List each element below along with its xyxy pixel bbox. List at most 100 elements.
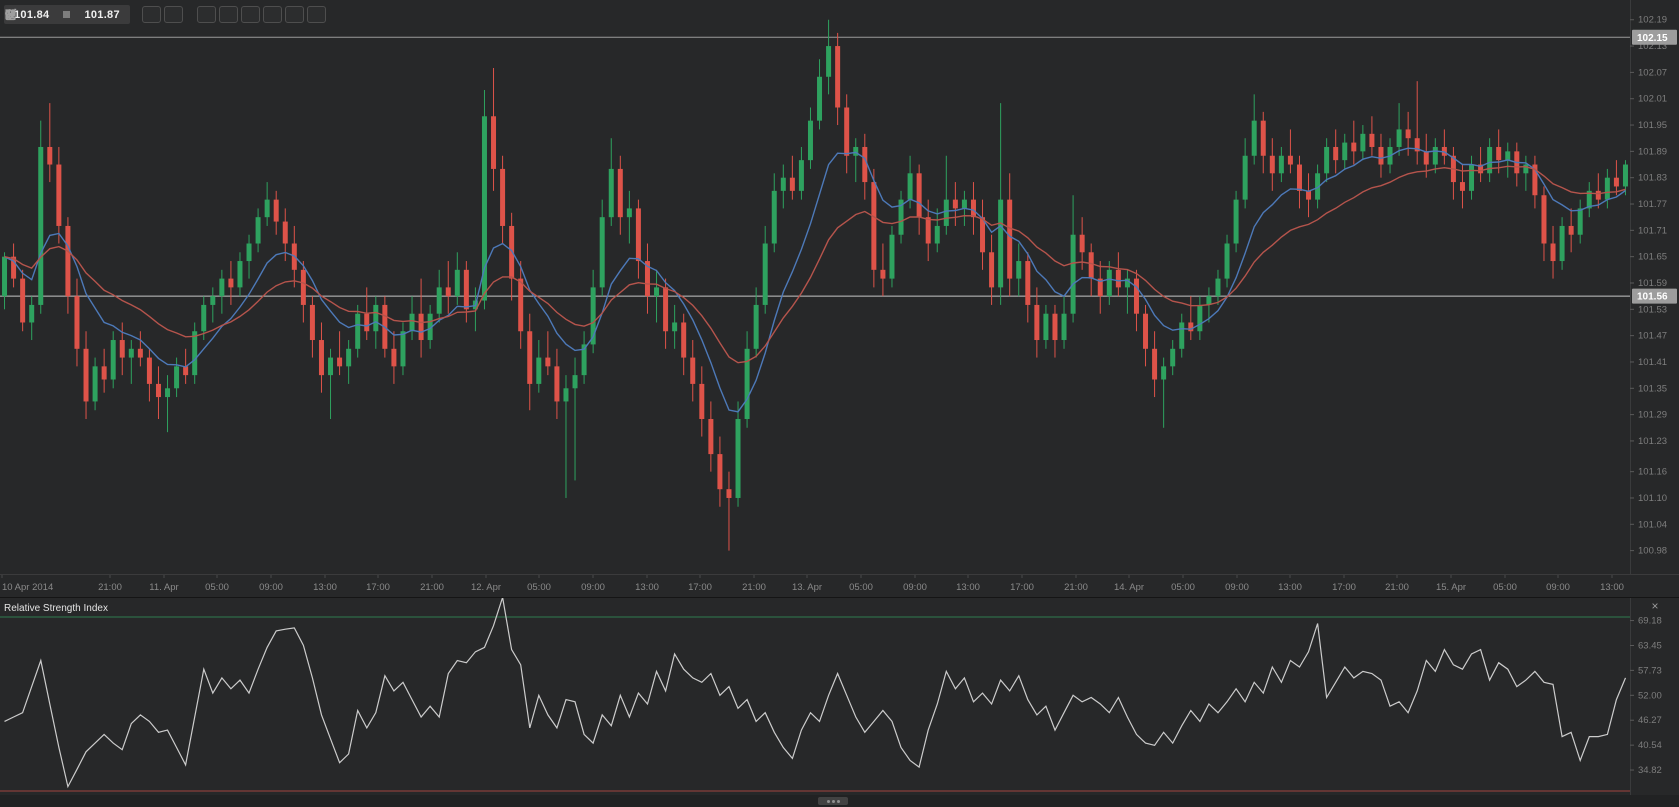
candle[interactable] <box>844 94 850 174</box>
candle[interactable] <box>491 68 497 191</box>
candle[interactable] <box>943 155 949 235</box>
candle[interactable] <box>1559 217 1565 270</box>
candle[interactable] <box>789 155 795 200</box>
candle[interactable] <box>1070 195 1076 323</box>
candle[interactable] <box>1342 133 1348 169</box>
candle[interactable] <box>817 59 823 130</box>
tag-button[interactable] <box>5 6 282 23</box>
candle[interactable] <box>1423 133 1429 178</box>
candle[interactable] <box>880 243 886 297</box>
candle[interactable] <box>1315 164 1321 209</box>
candle[interactable] <box>409 296 415 341</box>
candle[interactable] <box>1052 304 1058 358</box>
candle[interactable] <box>1152 331 1158 398</box>
candle[interactable] <box>20 269 26 332</box>
candle[interactable] <box>563 375 569 498</box>
candle[interactable] <box>771 173 777 253</box>
candle[interactable] <box>500 155 506 244</box>
candle[interactable] <box>1170 340 1176 376</box>
candle[interactable] <box>672 304 678 349</box>
candle[interactable] <box>119 322 125 376</box>
candle[interactable] <box>74 278 80 367</box>
candle[interactable] <box>1007 173 1013 297</box>
interval-30-button[interactable]: 30 <box>6 6 216 23</box>
candle[interactable] <box>11 243 17 288</box>
indicator-settings-button[interactable] <box>5 6 260 23</box>
candle[interactable] <box>1613 160 1619 196</box>
candle[interactable] <box>2 252 8 310</box>
candle[interactable] <box>916 164 922 235</box>
candle[interactable] <box>862 133 868 200</box>
zoom-in-button[interactable] <box>5 6 183 23</box>
candle[interactable] <box>400 322 406 376</box>
candle[interactable] <box>436 269 442 323</box>
candle[interactable] <box>1369 116 1375 156</box>
zoom-out-button[interactable] <box>5 6 161 23</box>
candle[interactable] <box>83 331 89 420</box>
candle[interactable] <box>644 243 650 314</box>
candle[interactable] <box>110 331 116 389</box>
candle[interactable] <box>1224 234 1230 288</box>
candle[interactable] <box>726 471 732 551</box>
candle[interactable] <box>735 401 741 507</box>
candle[interactable] <box>853 138 859 183</box>
candle[interactable] <box>608 138 614 226</box>
candle[interactable] <box>1396 103 1402 156</box>
chart-type-candles-button[interactable] <box>5 6 238 23</box>
candle[interactable] <box>590 269 596 354</box>
candle[interactable] <box>952 182 958 226</box>
candle[interactable] <box>1595 173 1601 209</box>
candle[interactable] <box>599 199 605 297</box>
candle[interactable] <box>1469 155 1475 200</box>
candle[interactable] <box>328 348 334 420</box>
candle[interactable] <box>1242 138 1248 209</box>
candle[interactable] <box>980 199 986 270</box>
candle[interactable] <box>1432 138 1438 174</box>
candle[interactable] <box>255 208 261 253</box>
candle[interactable] <box>1269 138 1275 191</box>
candle[interactable] <box>146 348 152 402</box>
candle[interactable] <box>1351 120 1357 165</box>
candle[interactable] <box>545 331 551 376</box>
candle[interactable] <box>626 190 632 244</box>
candle[interactable] <box>219 269 225 314</box>
candle[interactable] <box>1233 190 1239 253</box>
bid-ask-widget[interactable]: 101.84 101.87 <box>4 5 130 24</box>
candle[interactable] <box>1143 304 1149 367</box>
candle[interactable] <box>1568 208 1574 253</box>
candle[interactable] <box>318 322 324 393</box>
candle[interactable] <box>210 287 216 323</box>
candle[interactable] <box>128 340 134 384</box>
candle[interactable] <box>481 89 487 310</box>
candle[interactable] <box>1061 296 1067 349</box>
candle[interactable] <box>509 212 515 301</box>
candle[interactable] <box>47 103 53 183</box>
candle[interactable] <box>155 366 161 420</box>
candle[interactable] <box>445 261 451 314</box>
candle[interactable] <box>1586 182 1592 218</box>
candle[interactable] <box>1550 225 1556 279</box>
close-icon[interactable]: × <box>1651 599 1659 613</box>
candle[interactable] <box>246 234 252 279</box>
candle[interactable] <box>1532 155 1538 209</box>
candle[interactable] <box>1523 155 1529 191</box>
candle[interactable] <box>201 296 207 341</box>
candle[interactable] <box>264 182 270 226</box>
panel-resize-handle[interactable] <box>818 797 848 805</box>
candle[interactable] <box>29 296 35 341</box>
candle[interactable] <box>1115 252 1121 297</box>
candle[interactable] <box>137 331 143 367</box>
candle[interactable] <box>554 348 560 420</box>
candle[interactable] <box>970 182 976 235</box>
candle[interactable] <box>1260 111 1266 174</box>
candle[interactable] <box>1106 261 1112 305</box>
candle[interactable] <box>1360 125 1366 161</box>
candle[interactable] <box>1306 173 1312 218</box>
candle[interactable] <box>807 107 813 169</box>
candle[interactable] <box>1296 155 1302 209</box>
candle[interactable] <box>690 340 696 402</box>
candle[interactable] <box>273 190 279 235</box>
candle[interactable] <box>391 331 397 384</box>
candle[interactable] <box>1215 269 1221 305</box>
candle[interactable] <box>717 436 723 507</box>
